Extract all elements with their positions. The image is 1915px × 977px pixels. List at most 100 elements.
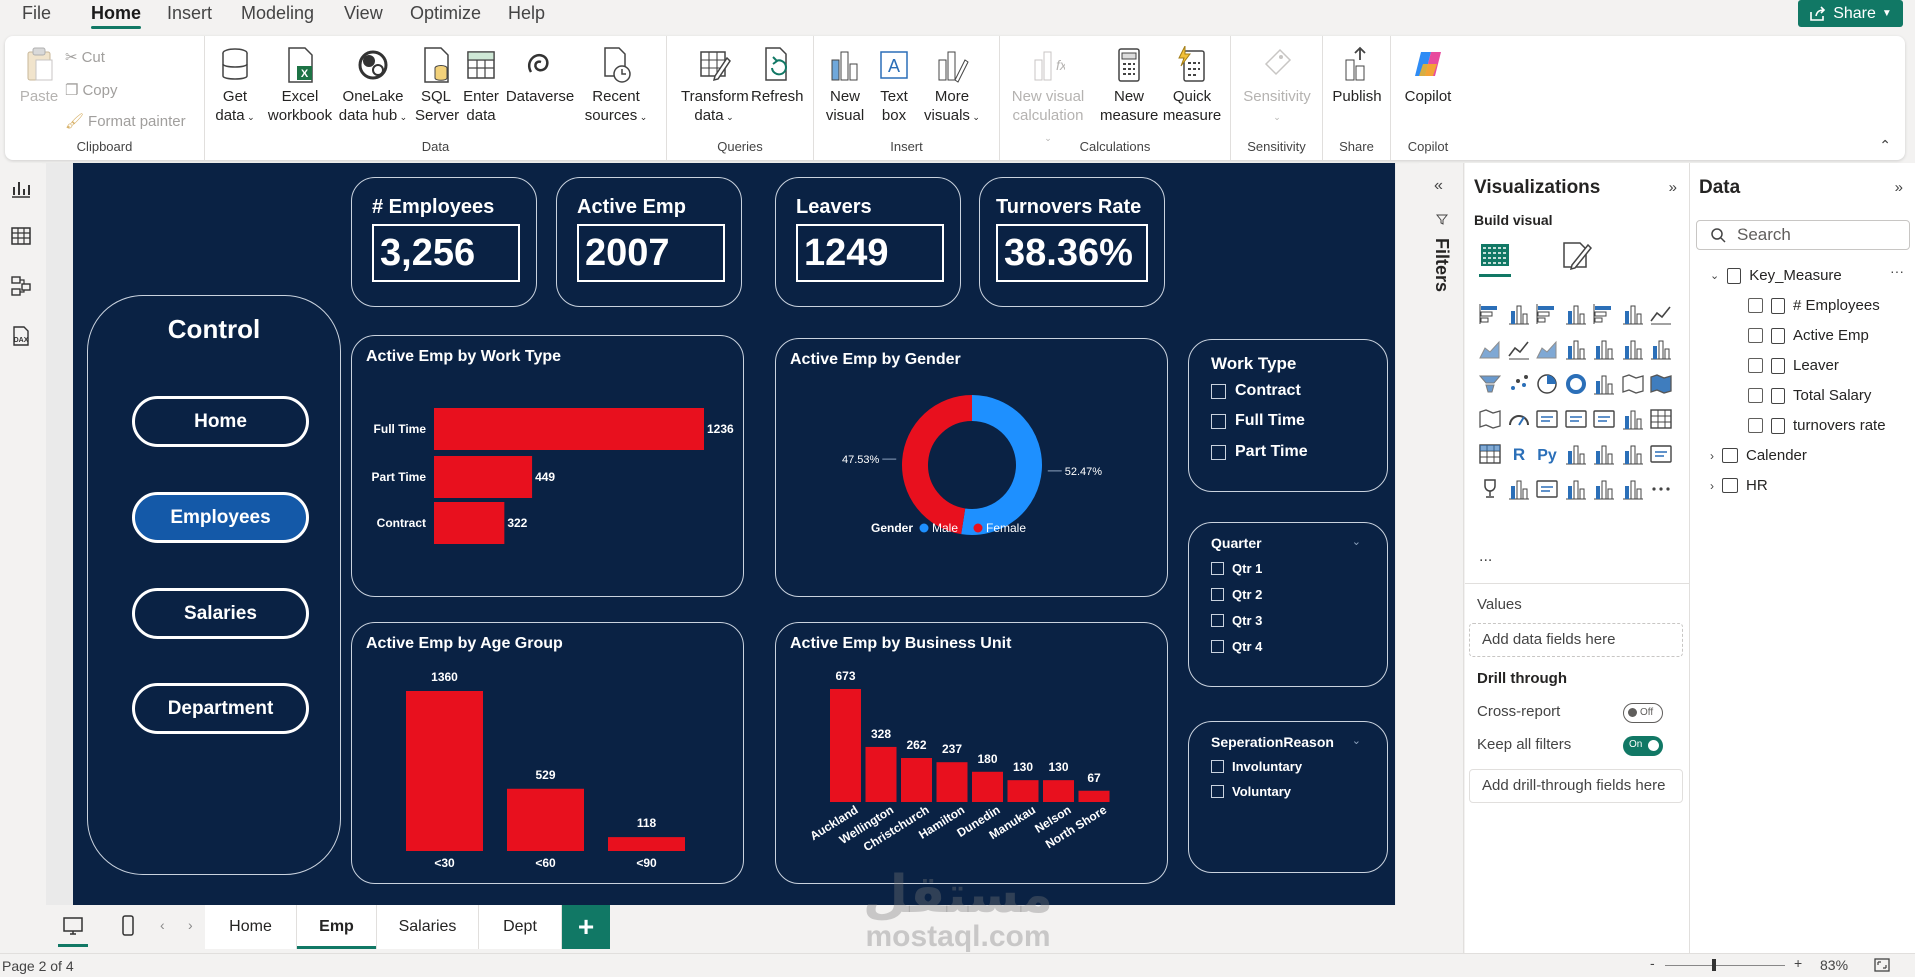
slicer-option-qtr-4[interactable]: Qtr 4 bbox=[1211, 639, 1262, 654]
paste-button[interactable]: Paste bbox=[19, 46, 59, 106]
checkbox[interactable] bbox=[1211, 588, 1224, 601]
nav-department-button[interactable]: Department bbox=[132, 683, 309, 734]
text-box-button[interactable]: A Text box bbox=[874, 46, 914, 125]
area-visual-icon[interactable] bbox=[1477, 336, 1503, 362]
menu-help[interactable]: Help bbox=[508, 3, 546, 23]
field-employees[interactable]: # Employees bbox=[1748, 297, 1880, 314]
cut-button[interactable]: ✂ Cut bbox=[65, 48, 105, 66]
checkbox[interactable] bbox=[1748, 418, 1763, 433]
bars-h3-visual-icon[interactable] bbox=[1591, 301, 1617, 327]
chart-business-unit[interactable]: Active Emp by Business Unit 673 Auckland 3… bbox=[775, 622, 1168, 884]
slicer-option-voluntary[interactable]: Voluntary bbox=[1211, 784, 1291, 799]
checkbox[interactable] bbox=[1748, 328, 1763, 343]
decomposition-visual-icon[interactable] bbox=[1591, 441, 1617, 467]
nav-employees-button[interactable]: Employees bbox=[132, 492, 309, 543]
checkbox[interactable] bbox=[1211, 562, 1224, 575]
checkbox[interactable] bbox=[1211, 444, 1226, 460]
scatter-visual-icon[interactable] bbox=[1506, 371, 1532, 397]
narrative-visual-icon[interactable] bbox=[1648, 441, 1674, 467]
kpi-card-leavers[interactable]: Leavers 1249 bbox=[775, 177, 961, 307]
table-key-measure[interactable]: ⌄ Key_Measure bbox=[1710, 267, 1842, 284]
model-view-icon[interactable] bbox=[10, 275, 32, 297]
values-drop-zone[interactable]: Add data fields here bbox=[1469, 623, 1683, 657]
expand-right-icon[interactable]: » bbox=[1894, 179, 1903, 196]
line-visual-icon[interactable] bbox=[1648, 301, 1674, 327]
recent-sources-button[interactable]: Recent sources ⌄ bbox=[583, 46, 649, 127]
field-active-emp[interactable]: Active Emp bbox=[1748, 327, 1869, 344]
menu-view[interactable]: View bbox=[344, 3, 383, 23]
zoom-slider-handle[interactable] bbox=[1712, 959, 1716, 971]
matrix-visual-icon[interactable] bbox=[1477, 441, 1503, 467]
add-page-button[interactable]: + bbox=[562, 905, 610, 949]
tab-salaries[interactable]: Salaries bbox=[377, 905, 479, 949]
bars-v2-visual-icon[interactable] bbox=[1563, 301, 1589, 327]
desktop-layout-icon[interactable] bbox=[62, 915, 84, 937]
kpi-card-employees[interactable]: # Employees 3,256 bbox=[351, 177, 537, 307]
refresh-button[interactable]: Refresh bbox=[751, 46, 804, 106]
chevron-down-icon[interactable]: ⌄ bbox=[1351, 536, 1361, 548]
power-automate-visual-icon[interactable] bbox=[1620, 476, 1646, 502]
format-painter-button[interactable]: 🖌 Format painter bbox=[65, 112, 186, 130]
new-visual-calculation-button[interactable]: fx New visual calculation ⌄ bbox=[1008, 46, 1088, 148]
slicer-option-contract[interactable]: Contract bbox=[1211, 382, 1301, 400]
data-search-input[interactable]: Search bbox=[1696, 220, 1910, 250]
more-visuals-ellipsis[interactable]: ... bbox=[1479, 548, 1493, 565]
field-total-salary[interactable]: Total Salary bbox=[1748, 387, 1871, 404]
zoom-slider[interactable] bbox=[1665, 965, 1785, 966]
build-visual-icon[interactable] bbox=[1479, 239, 1511, 271]
tab-home[interactable]: Home bbox=[205, 905, 297, 949]
chevron-up-icon[interactable]: ⌃ bbox=[1879, 137, 1891, 153]
new-visual-button[interactable]: New visual bbox=[824, 46, 866, 125]
nav-home-button[interactable]: Home bbox=[132, 396, 309, 447]
zoom-out-icon[interactable]: - bbox=[1650, 955, 1655, 971]
waterfall-visual-icon[interactable] bbox=[1591, 336, 1617, 362]
sensitivity-button[interactable]: Sensitivity ⌄ bbox=[1239, 46, 1315, 127]
more-options-icon[interactable]: ··· bbox=[1890, 263, 1904, 279]
publish-button[interactable]: Publish bbox=[1329, 46, 1385, 106]
share-button[interactable]: Share ▼ bbox=[1798, 0, 1903, 27]
table-visual-icon[interactable] bbox=[1648, 406, 1674, 432]
slicer-option-involuntary[interactable]: Involuntary bbox=[1211, 759, 1302, 774]
card-new-visual-icon[interactable] bbox=[1534, 476, 1560, 502]
gauge-visual-icon[interactable] bbox=[1506, 406, 1532, 432]
tab-dept[interactable]: Dept bbox=[479, 905, 562, 949]
field-leaver[interactable]: Leaver bbox=[1748, 357, 1839, 374]
menu-file[interactable]: File bbox=[22, 3, 52, 23]
checkbox[interactable] bbox=[1748, 298, 1763, 313]
card-visual-icon[interactable] bbox=[1534, 406, 1560, 432]
copilot-button[interactable]: Copilot bbox=[1399, 46, 1457, 106]
new-measure-button[interactable]: New measure bbox=[1100, 46, 1158, 125]
menu-insert[interactable]: Insert bbox=[167, 3, 213, 23]
paginated-visual-icon[interactable] bbox=[1506, 476, 1532, 502]
fit-to-page-icon[interactable] bbox=[1874, 958, 1890, 972]
map-visual-icon[interactable] bbox=[1620, 371, 1646, 397]
zoom-in-icon[interactable]: + bbox=[1794, 955, 1803, 971]
checkbox[interactable] bbox=[1211, 614, 1224, 627]
chevron-down-icon[interactable]: ⌄ bbox=[1351, 735, 1361, 747]
area2-visual-icon[interactable] bbox=[1534, 336, 1560, 362]
transform-data-button[interactable]: Transform data ⌄ bbox=[681, 46, 749, 127]
chart-age-group[interactable]: Active Emp by Age Group 1360 <30 529 <60 118… bbox=[351, 622, 744, 884]
key-influencers-visual-icon[interactable] bbox=[1563, 441, 1589, 467]
onelake-button[interactable]: OneLake data hub ⌄ bbox=[338, 46, 408, 127]
checkbox[interactable] bbox=[1211, 640, 1224, 653]
table-view-icon[interactable] bbox=[10, 225, 32, 247]
copy-button[interactable]: ❐ Copy bbox=[65, 81, 117, 99]
treemap-visual-icon[interactable] bbox=[1591, 371, 1617, 397]
chart-gender[interactable]: Active Emp by Gender 52.47% 47.53% Gender M… bbox=[775, 338, 1168, 597]
menu-home[interactable]: Home bbox=[91, 3, 142, 29]
kpi-card-active-emp[interactable]: Active Emp 2007 bbox=[556, 177, 742, 307]
scroll-left-icon[interactable]: ‹ bbox=[160, 917, 165, 933]
slicer-new-visual-icon[interactable] bbox=[1563, 476, 1589, 502]
dax-query-view-icon[interactable]: DAX bbox=[10, 325, 32, 347]
nav-salaries-button[interactable]: Salaries bbox=[132, 588, 309, 639]
expand-right-icon[interactable]: » bbox=[1668, 179, 1677, 196]
excel-workbook-button[interactable]: X Excel workbook bbox=[267, 46, 333, 125]
kpi-card-turnover-rate[interactable]: Turnovers Rate 38.36% bbox=[979, 177, 1165, 307]
filters-label[interactable]: Filters bbox=[1432, 238, 1452, 293]
checkbox[interactable] bbox=[1211, 785, 1224, 798]
filled-map-visual-icon[interactable] bbox=[1648, 371, 1674, 397]
keep-filters-toggle[interactable]: On bbox=[1623, 736, 1663, 756]
bars-v-visual-icon[interactable] bbox=[1506, 301, 1532, 327]
combo2-visual-icon[interactable] bbox=[1648, 336, 1674, 362]
